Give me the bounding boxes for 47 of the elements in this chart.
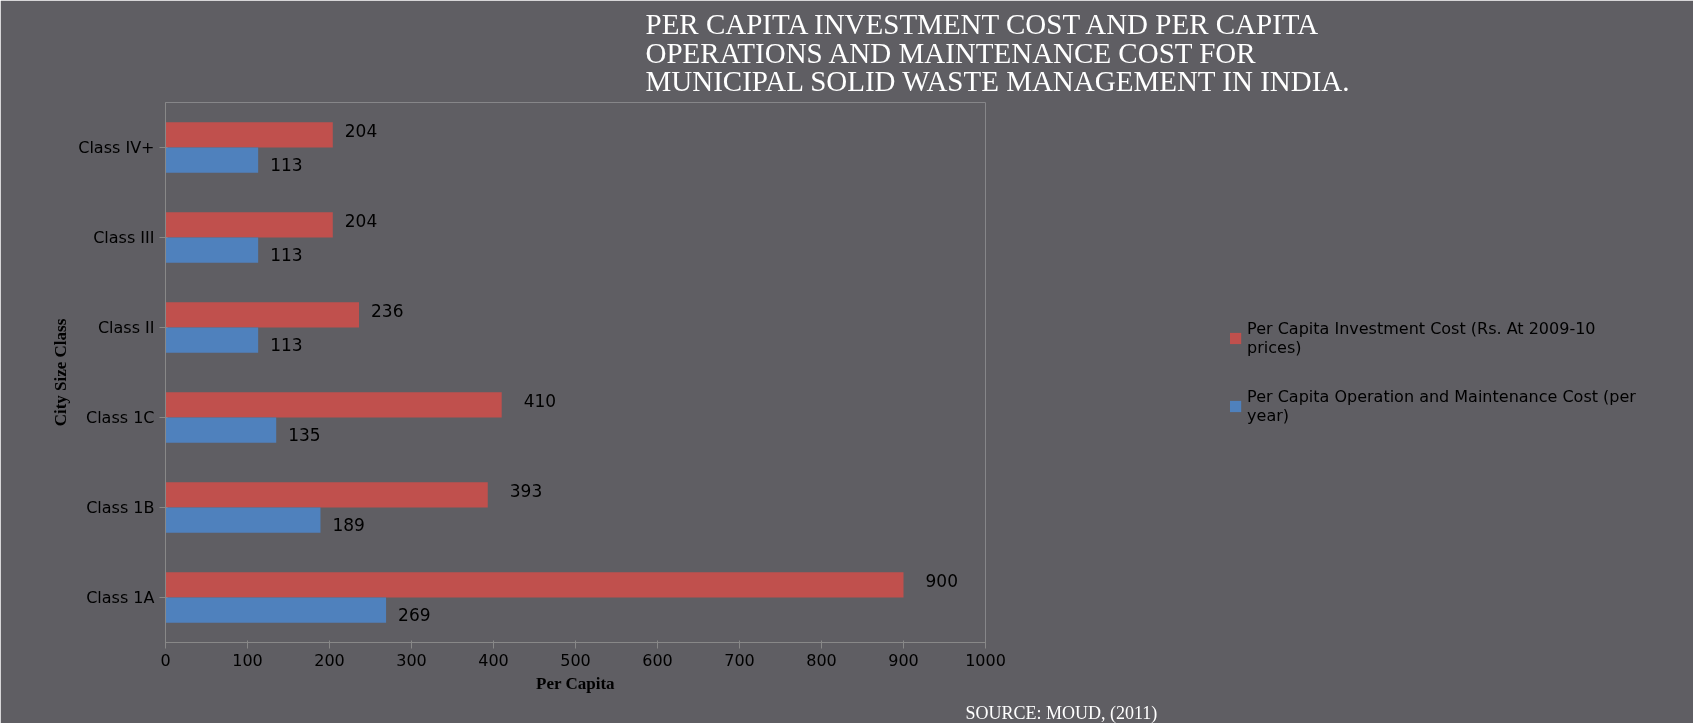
x-tick-label: 300 xyxy=(396,650,427,670)
data-label: 189 xyxy=(332,514,365,535)
bar xyxy=(165,507,321,533)
y-axis-title: City Size Class xyxy=(51,318,71,427)
data-label: 204 xyxy=(344,121,378,142)
source-note: SOURCE: MOUD, (2011) xyxy=(965,702,1158,723)
y-tick-label: Class 1A xyxy=(86,588,155,607)
x-tick-label: 600 xyxy=(642,650,673,670)
x-tick-label: 200 xyxy=(314,650,345,670)
y-tick-label: Class III xyxy=(93,228,155,247)
x-tick-label: 500 xyxy=(560,650,591,670)
x-tick-label: 700 xyxy=(724,650,755,670)
y-tick-label: Class IV+ xyxy=(78,138,155,157)
legend-label: Per Capita Operation and Maintenance Cost (per year) xyxy=(1247,387,1636,425)
bar xyxy=(165,482,488,508)
x-tick-label: 800 xyxy=(806,650,837,670)
bar xyxy=(165,237,259,263)
data-label: 410 xyxy=(523,391,557,412)
y-tick-label: Class 1C xyxy=(85,408,155,427)
data-label: 269 xyxy=(398,604,431,625)
chart-title: PER CAPITA INVESTMENT COST AND PER CAPITA OPERATIONS AND MAINTENANCE COST FOR MUNICIPAL SOLID WASTE MANAGEMENT IN INDIA. xyxy=(645,7,1350,98)
bar xyxy=(165,147,259,173)
bar xyxy=(165,572,904,598)
x-tick-label: 100 xyxy=(232,650,263,670)
data-label: 113 xyxy=(270,154,303,175)
data-label: 900 xyxy=(925,571,958,592)
x-tick-label: 900 xyxy=(888,650,919,670)
legend-label: Per Capita Investment Cost (Rs. At 2009-10 prices) xyxy=(1247,319,1596,357)
data-label: 236 xyxy=(371,301,404,322)
bar xyxy=(165,392,502,418)
data-label: 113 xyxy=(270,244,303,265)
data-label: 113 xyxy=(270,334,303,355)
bar xyxy=(165,122,333,148)
bar xyxy=(165,327,259,353)
bar xyxy=(165,302,360,328)
bar xyxy=(165,417,277,443)
bar xyxy=(165,212,333,238)
y-tick-label: Class II xyxy=(97,318,155,337)
x-axis-title: Per Capita xyxy=(536,673,616,693)
data-label: 393 xyxy=(509,481,543,502)
x-tick-label: 0 xyxy=(160,650,171,670)
x-tick-label: 400 xyxy=(478,650,509,670)
x-tick-label: 1000 xyxy=(965,650,1006,670)
data-label: 204 xyxy=(344,211,378,232)
bar xyxy=(165,597,387,623)
data-label: 135 xyxy=(288,424,321,445)
y-tick-label: Class 1B xyxy=(86,498,155,517)
